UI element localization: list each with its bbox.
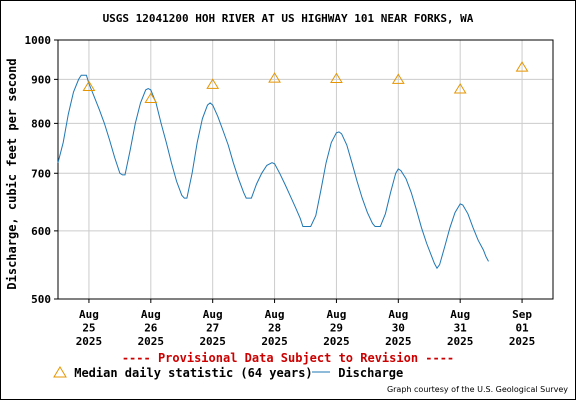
discharge-series-line (57, 74, 489, 270)
x-tick-label: 2025 (199, 335, 226, 348)
x-tick-label: Aug (79, 308, 99, 321)
x-tick-label: 2025 (323, 335, 350, 348)
legend-median-label: Median daily statistic (64 years) (74, 366, 313, 380)
courtesy-note: Graph courtesy of the U.S. Geological Su… (386, 385, 568, 394)
x-tick-label: 29 (330, 322, 343, 335)
x-tick-label: Aug (450, 308, 470, 321)
y-tick-label: 900 (31, 73, 51, 86)
x-tick-label: Aug (203, 308, 223, 321)
x-tick-label: 27 (206, 322, 219, 335)
x-tick-label: 2025 (261, 335, 288, 348)
legend-discharge-label: Discharge (338, 366, 404, 380)
x-tick-label: Aug (388, 308, 408, 321)
x-tick-label: Aug (265, 308, 285, 321)
x-tick-label: 2025 (76, 335, 103, 348)
x-tick-label: 2025 (447, 335, 474, 348)
legend-median: Median daily statistic (64 years) (53, 366, 313, 380)
median-marker (515, 61, 529, 72)
x-tick-label: 25 (82, 322, 95, 335)
x-tick-label: 01 (515, 322, 529, 335)
x-tick-label: 2025 (138, 335, 165, 348)
triangle-icon (53, 366, 67, 378)
median-marker (391, 73, 405, 84)
y-tick-label: 600 (31, 225, 51, 238)
y-tick-label: 1000 (25, 34, 52, 47)
x-tick-label: 31 (454, 322, 468, 335)
line-icon (312, 371, 330, 373)
y-tick-labels: 500 600 700 800 900 1000 (25, 34, 58, 306)
legend-discharge: Discharge (311, 366, 403, 380)
x-tick-label: 2025 (385, 335, 412, 348)
x-tick-label: Aug (141, 308, 161, 321)
x-tick-label: Aug (327, 308, 347, 321)
chart-title: USGS 12041200 HOH RIVER AT US HIGHWAY 10… (102, 12, 474, 25)
provisional-notice: ---- Provisional Data Subject to Revisio… (121, 351, 455, 365)
y-tick-label: 500 (31, 293, 51, 306)
median-marker (268, 72, 281, 83)
y-tick-label: 800 (31, 117, 51, 130)
median-markers (82, 61, 529, 104)
x-tick-label: 30 (392, 322, 405, 335)
x-tick-label: 2025 (509, 335, 536, 348)
grid-lines (58, 39, 553, 300)
x-tick-label: 26 (144, 322, 158, 335)
plot-area (57, 39, 554, 300)
median-marker (453, 83, 467, 94)
y-tick-label: 700 (31, 167, 51, 180)
median-marker (206, 78, 220, 89)
median-marker (82, 80, 96, 91)
median-marker (330, 72, 343, 84)
median-marker (144, 92, 158, 104)
x-tick-label: Sep (512, 308, 532, 321)
x-tick-labels: Aug252025Aug262025Aug272025Aug282025Aug2… (76, 299, 536, 348)
x-tick-label: 28 (268, 322, 281, 335)
